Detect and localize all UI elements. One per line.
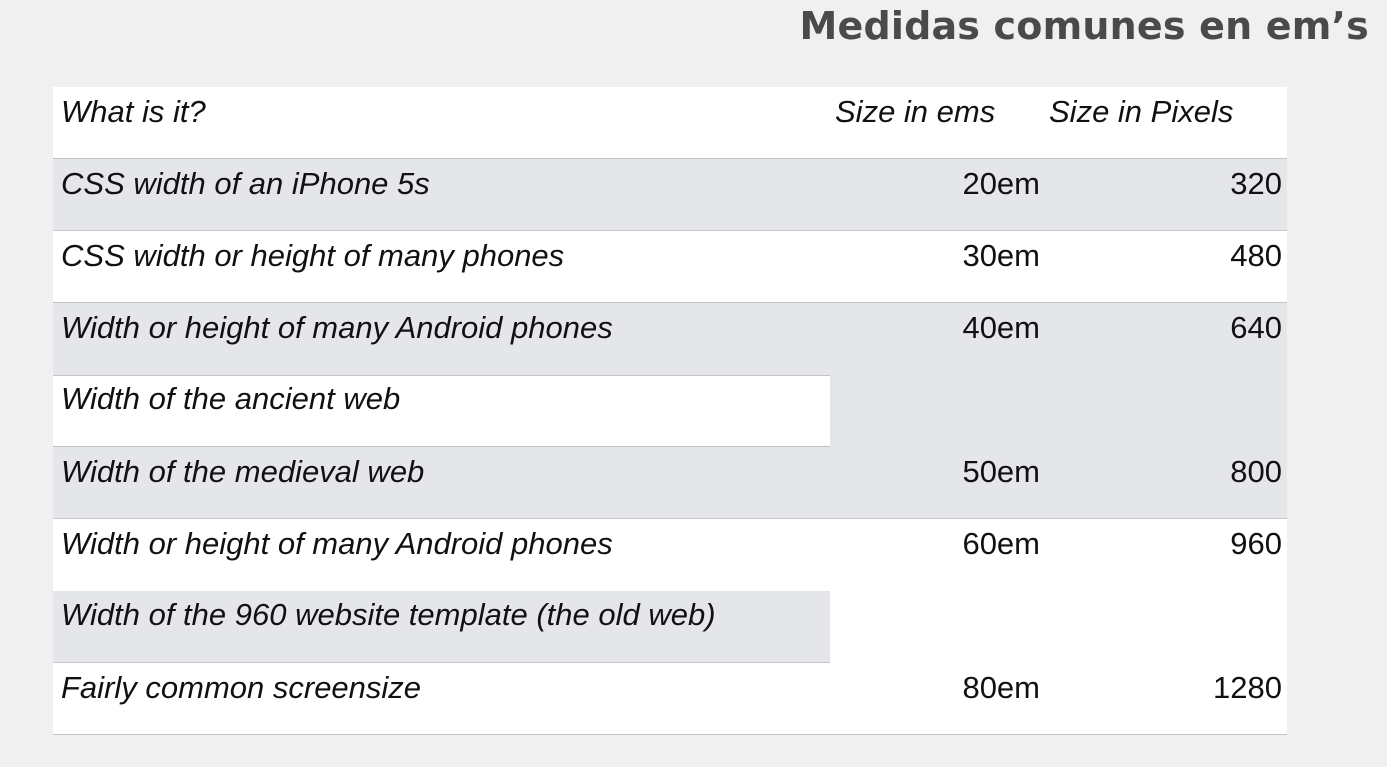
table-row: Width or height of many Android phones 4… <box>53 303 1287 375</box>
row-ems: 40em <box>962 310 1040 345</box>
row-pixels: 960 <box>1230 526 1282 561</box>
row-left-cell <box>53 591 830 663</box>
table-row: Fairly common screensize 80em 1280 <box>53 663 1287 735</box>
row-ems: 30em <box>962 238 1040 273</box>
table-row: Width of the 960 website template (the o… <box>53 591 1287 663</box>
table-row: Width of the medieval web 50em 800 <box>53 447 1287 519</box>
em-sizes-table: What is it? Size in ems Size in Pixels C… <box>53 87 1287 735</box>
table-row: CSS width of an iPhone 5s 20em 320 <box>53 159 1287 231</box>
row-pixels: 800 <box>1230 454 1282 489</box>
table-row: Width or height of many Android phones 6… <box>53 519 1287 591</box>
table-row: Width of the ancient web <box>53 375 1287 447</box>
row-what: Width of the 960 website template (the o… <box>61 597 716 632</box>
row-pixels: 480 <box>1230 238 1282 273</box>
row-what: Fairly common screensize <box>61 670 422 705</box>
row-what: Width of the ancient web <box>61 381 401 416</box>
row-ems: 20em <box>962 166 1040 201</box>
row-what: CSS width or height of many phones <box>61 238 565 273</box>
slide-title: Medidas comunes en em’s <box>799 4 1369 48</box>
row-pixels: 640 <box>1230 310 1282 345</box>
row-what: Width of the medieval web <box>61 454 425 489</box>
table-header-row: What is it? Size in ems Size in Pixels <box>53 87 1287 159</box>
header-size-pixels: Size in Pixels <box>1049 94 1234 129</box>
row-merged-cell <box>830 591 1287 663</box>
row-what: Width or height of many Android phones <box>61 310 613 345</box>
row-merged-cell <box>830 375 1287 447</box>
header-what: What is it? <box>61 94 206 129</box>
row-pixels: 1280 <box>1213 670 1282 705</box>
row-ems: 60em <box>962 526 1040 561</box>
row-left-cell <box>53 375 830 447</box>
row-ems: 80em <box>962 670 1040 705</box>
row-what: Width or height of many Android phones <box>61 526 613 561</box>
table-row: CSS width or height of many phones 30em … <box>53 231 1287 303</box>
header-size-ems: Size in ems <box>835 94 996 129</box>
row-ems: 50em <box>962 454 1040 489</box>
row-pixels: 320 <box>1230 166 1282 201</box>
row-what: CSS width of an iPhone 5s <box>61 166 430 201</box>
